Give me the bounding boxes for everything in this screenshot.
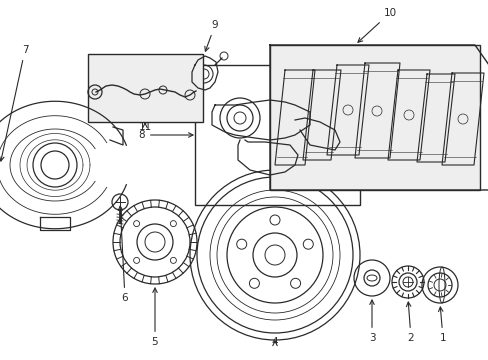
Bar <box>88 54 203 122</box>
Text: 7: 7 <box>0 45 28 161</box>
Text: 11: 11 <box>138 122 151 132</box>
Text: 8: 8 <box>138 130 193 140</box>
Text: 4: 4 <box>271 337 278 347</box>
Bar <box>195 65 359 205</box>
Text: 5: 5 <box>151 288 158 347</box>
Text: 6: 6 <box>118 206 128 303</box>
Text: 1: 1 <box>438 307 446 343</box>
Text: 9: 9 <box>204 20 218 51</box>
Text: 3: 3 <box>368 300 375 343</box>
Text: 2: 2 <box>406 302 413 343</box>
Text: 10: 10 <box>357 8 396 42</box>
Bar <box>269 45 479 190</box>
